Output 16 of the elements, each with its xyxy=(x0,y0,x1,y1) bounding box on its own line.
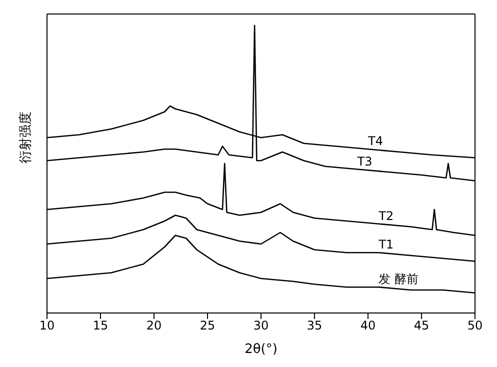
x-tick-label: 10 xyxy=(39,318,55,333)
x-tick-label: 25 xyxy=(200,318,216,333)
x-tick-label: 35 xyxy=(306,318,322,333)
x-tick-label: 20 xyxy=(146,318,162,333)
x-tick-label: 50 xyxy=(467,318,483,333)
series-label: T3 xyxy=(356,154,372,168)
x-tick-label: 45 xyxy=(414,318,430,333)
series-label: 发 酵前 xyxy=(378,272,419,286)
series-label: T1 xyxy=(378,238,394,252)
x-tick-label: 15 xyxy=(92,318,108,333)
series-label: T4 xyxy=(367,134,383,148)
x-axis-title: 2θ(°) xyxy=(244,342,278,357)
y-axis-title: 衍射强度 xyxy=(18,112,34,164)
series-label: T2 xyxy=(378,208,394,223)
x-tick-label: 30 xyxy=(253,318,269,333)
x-tick-label: 40 xyxy=(360,318,376,333)
